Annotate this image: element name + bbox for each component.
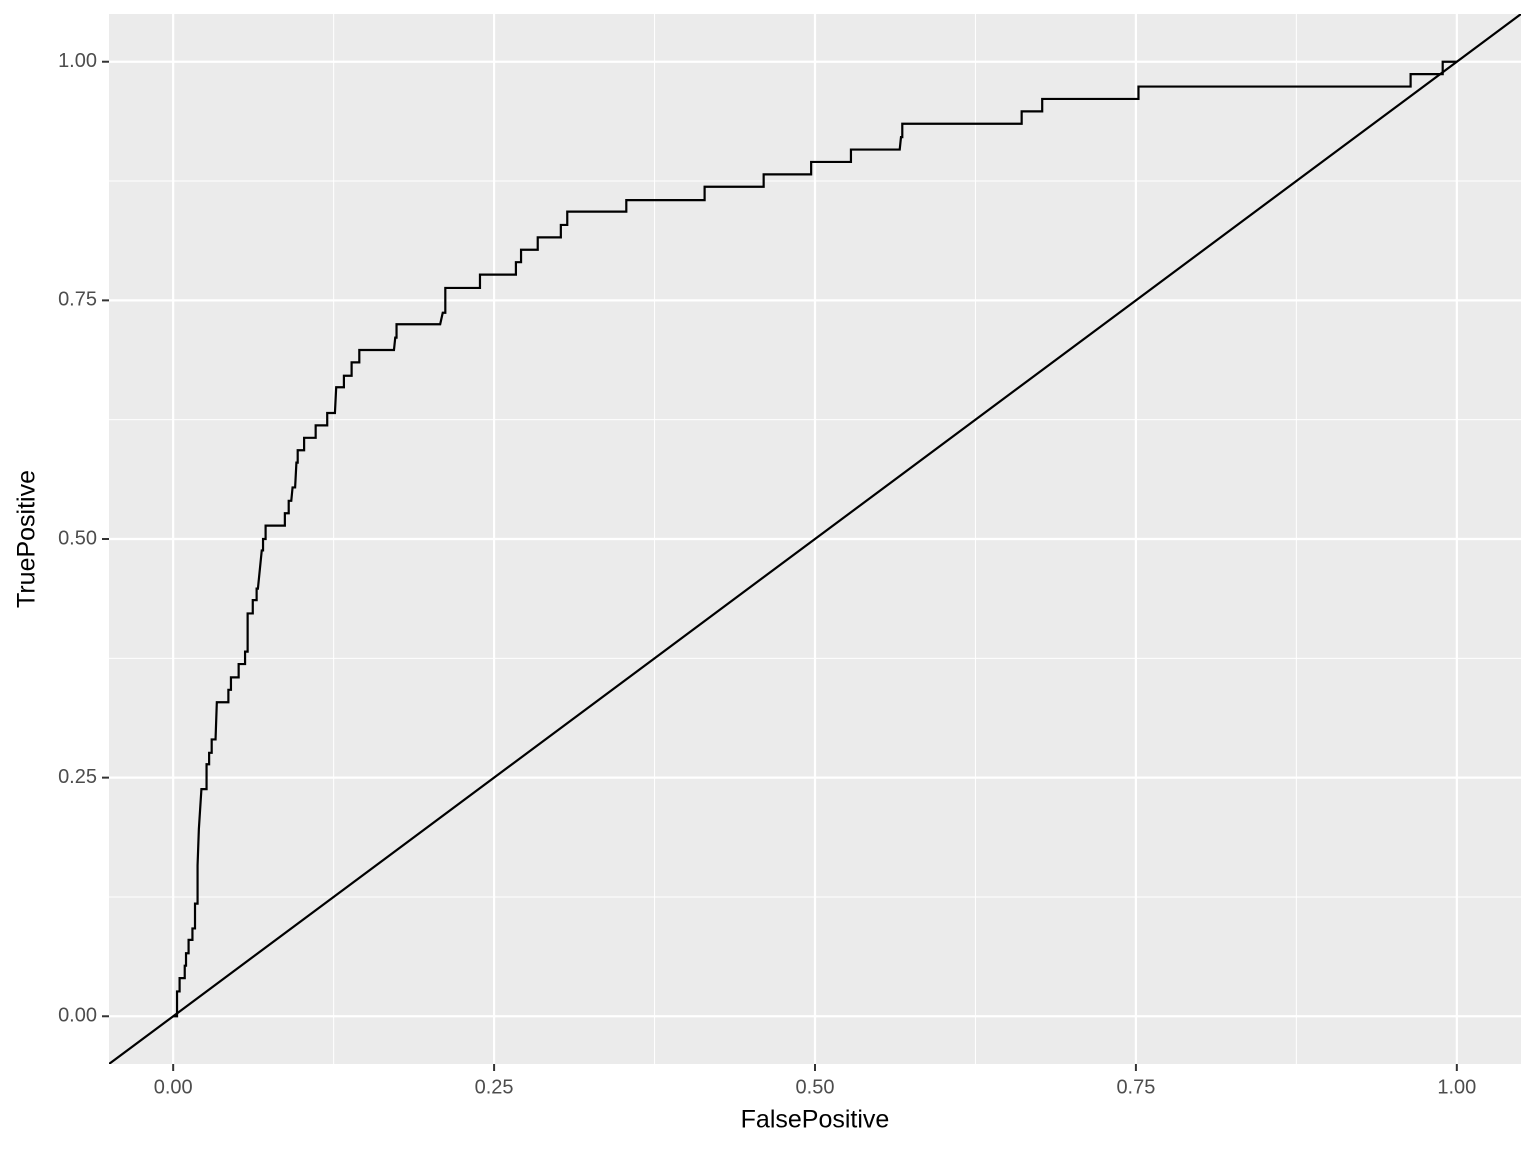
x-tick-label: 1.00 (1437, 1076, 1476, 1098)
axes: 0.00 0.25 0.50 0.75 1.00 0.00 0.25 0.50 0.75 1.00 (58, 50, 1476, 1098)
x-tick-label: 0.00 (154, 1076, 193, 1098)
y-tick-label: 0.75 (58, 289, 97, 311)
y-tick-label: 0.25 (58, 766, 97, 788)
y-tick-label: 0.50 (58, 527, 97, 549)
y-tick-label: 0.00 (58, 1005, 97, 1027)
x-tick-label: 0.50 (796, 1076, 835, 1098)
reference-line (109, 14, 1521, 1064)
marks (109, 14, 1521, 1064)
x-axis-title: FalsePositive (741, 1106, 890, 1134)
roc-curve (173, 60, 1457, 1018)
x-tick-label: 0.75 (1116, 1076, 1155, 1098)
y-tick-label: 1.00 (58, 50, 97, 72)
x-tick-label: 0.25 (475, 1076, 514, 1098)
y-axis-title: TruePositive (13, 470, 41, 608)
